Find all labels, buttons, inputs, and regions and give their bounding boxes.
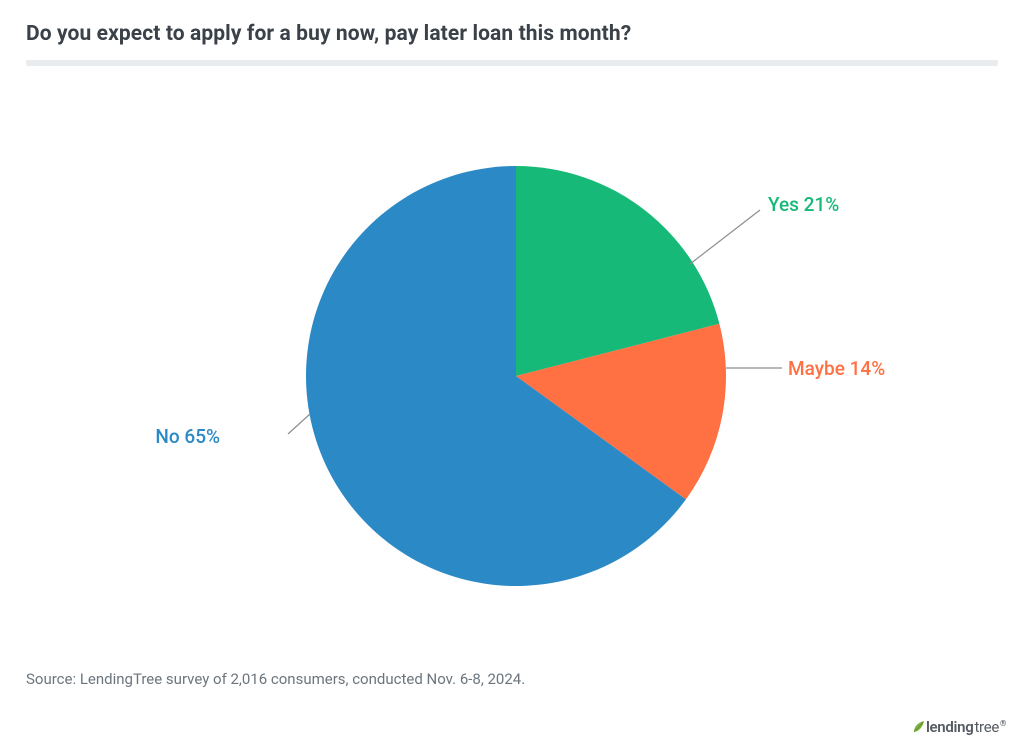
- brand-registered: ®: [1000, 719, 1006, 728]
- leader-line-yes: [690, 210, 760, 264]
- leader-line-no: [288, 414, 310, 434]
- slice-label-maybe: Maybe 14%: [788, 357, 885, 380]
- brand-word-1: lending: [926, 718, 974, 736]
- brand-logo: lendingtree®: [911, 718, 1006, 736]
- brand-word-2: tree: [974, 718, 999, 736]
- pie-chart: Yes 21% Maybe 14% No 65%: [26, 66, 998, 626]
- slice-label-yes: Yes 21%: [768, 193, 839, 216]
- page-title: Do you expect to apply for a buy now, pa…: [26, 22, 998, 46]
- slice-label-no: No 65%: [155, 425, 220, 448]
- source-text: Source: LendingTree survey of 2,016 cons…: [26, 670, 525, 688]
- pie-svg: [26, 66, 998, 626]
- leaf-icon: [911, 720, 925, 734]
